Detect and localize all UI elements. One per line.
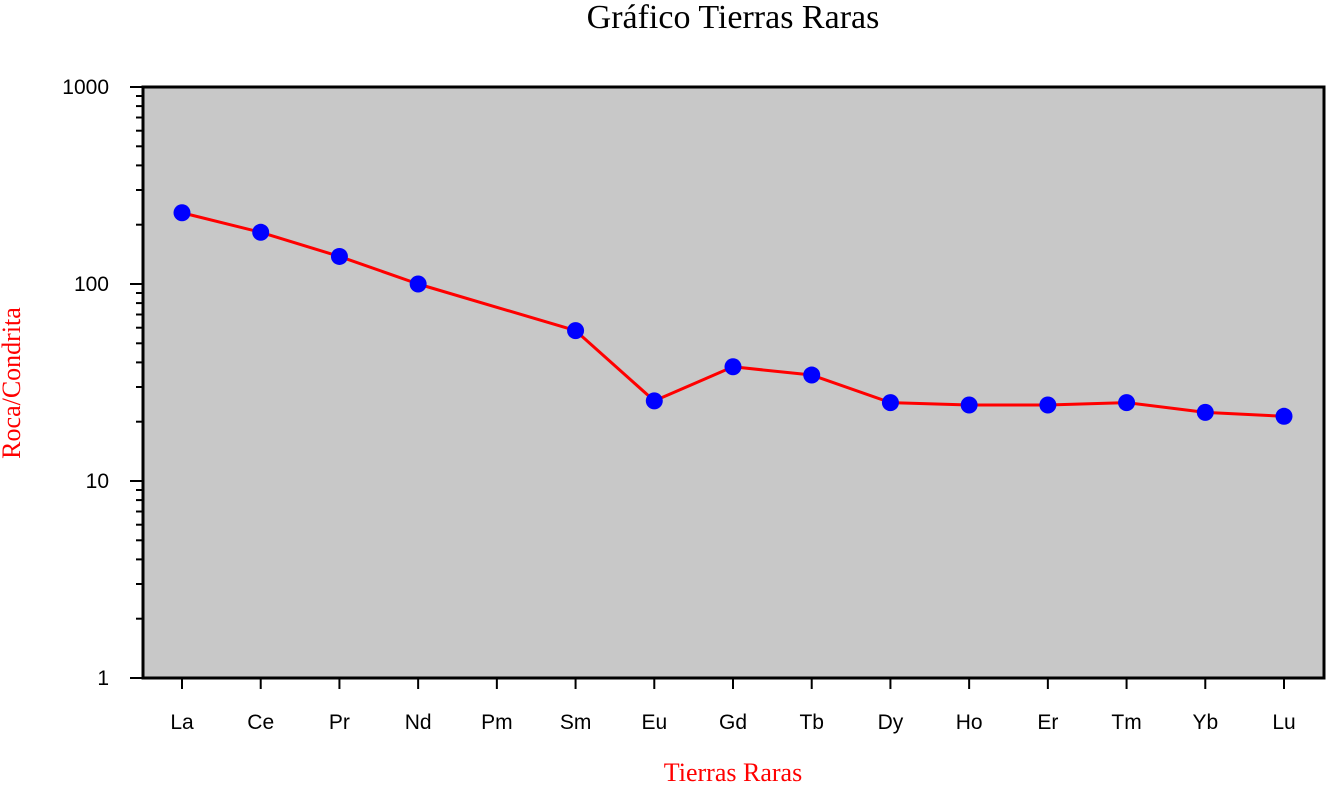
- x-axis-title: Tierras Raras: [664, 758, 802, 787]
- x-tick-label: Nd: [405, 711, 432, 734]
- x-tick-label: Lu: [1272, 711, 1295, 734]
- data-point: [960, 396, 978, 414]
- series-lines: [181, 211, 1285, 418]
- series-line-segment: [417, 282, 576, 333]
- x-tick-label: Er: [1037, 711, 1058, 734]
- x-tick-label: Tb: [799, 711, 824, 734]
- x-tick-label: Ho: [956, 711, 983, 734]
- data-point: [1275, 407, 1293, 425]
- data-point: [881, 394, 899, 412]
- data-point: [567, 322, 585, 340]
- data-point: [409, 275, 427, 293]
- plot-frame: [141, 85, 1326, 680]
- y-axis-ticks: 1 10 100 1000: [62, 76, 143, 690]
- plot-area: [143, 87, 1324, 678]
- y-tick-label: 100: [74, 273, 109, 296]
- data-point: [724, 358, 742, 376]
- y-tick-label: 1: [97, 667, 109, 690]
- x-tick-label: Eu: [641, 711, 667, 734]
- series-line-segment: [260, 230, 340, 258]
- data-point: [173, 204, 191, 222]
- data-point: [645, 392, 663, 410]
- x-tick-label: La: [170, 711, 194, 734]
- x-tick-label: Ce: [247, 711, 274, 734]
- x-tick-label: Tm: [1111, 711, 1141, 734]
- series-line-segment: [1047, 401, 1127, 407]
- data-point: [1196, 403, 1214, 421]
- series-line-segment: [653, 365, 734, 403]
- y-axis-title: Roca/Condrita: [0, 307, 26, 459]
- data-point: [252, 223, 270, 241]
- data-point: [330, 247, 348, 265]
- data-point: [1039, 396, 1057, 414]
- x-tick-label: Sm: [560, 711, 592, 734]
- series-line-segment: [338, 255, 419, 286]
- data-point: [1118, 394, 1136, 412]
- data-point: [803, 366, 821, 384]
- x-tick-label: Pr: [329, 711, 350, 734]
- series-line-segment: [732, 365, 812, 377]
- x-tick-label: Dy: [878, 711, 904, 734]
- series-line-segment: [890, 401, 970, 407]
- series-line-segment: [1205, 410, 1285, 418]
- x-tick-label: Pm: [481, 711, 513, 734]
- series-line-segment: [1126, 401, 1206, 414]
- series-line-segment: [574, 329, 656, 403]
- series-line-segment: [181, 211, 262, 234]
- x-tick-label: Gd: [719, 711, 747, 734]
- y-tick-label: 1000: [62, 76, 109, 99]
- x-axis-ticks: La Ce Pr Nd Pm Sm Eu Gd Tb Dy Ho Er Tm Yb Lu: [170, 678, 1296, 734]
- chart-title: Gráfico Tierras Raras: [587, 0, 880, 36]
- x-tick-label: Yb: [1192, 711, 1218, 734]
- series-line-segment: [811, 373, 891, 405]
- series-points: [173, 204, 1293, 425]
- y-tick-label: 10: [86, 470, 109, 493]
